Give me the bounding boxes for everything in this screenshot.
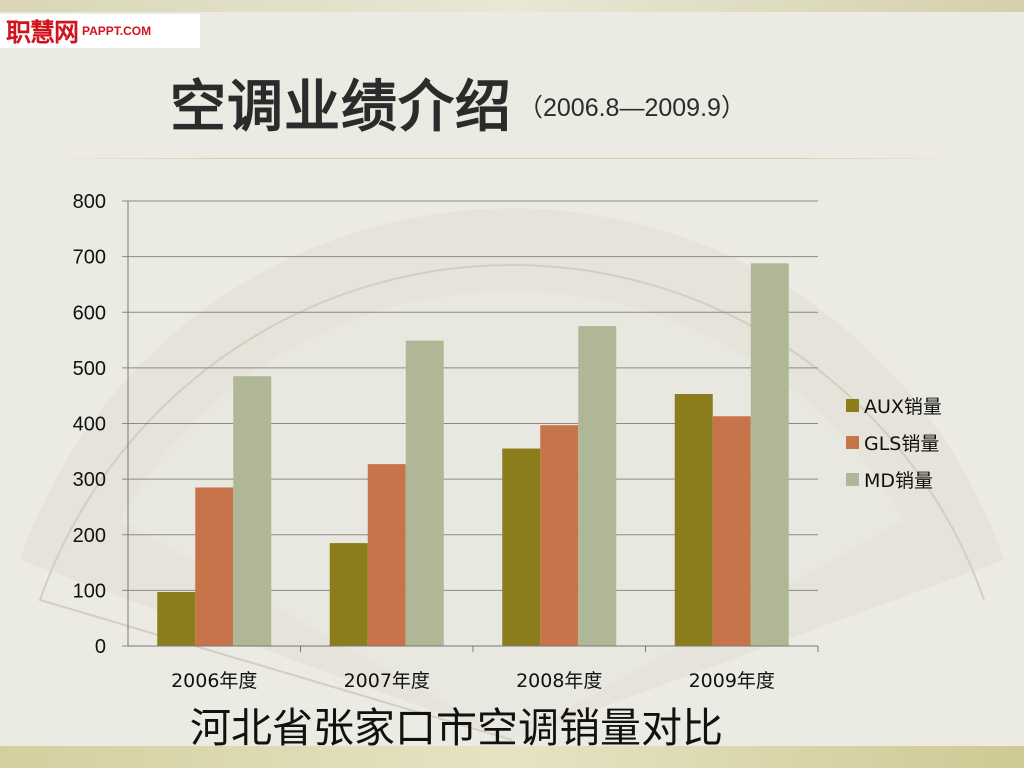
bar (750, 263, 789, 646)
y-tick-label: 200 (73, 525, 106, 547)
bar (540, 425, 579, 646)
logo-domain: PAPPT.COM (82, 24, 152, 38)
logo-text: 职慧网 (6, 18, 79, 47)
legend-swatch (846, 473, 859, 486)
legend-swatch (846, 399, 859, 412)
legend-label: AUX销量 (864, 396, 942, 418)
y-tick-label: 600 (73, 302, 106, 324)
top-band (0, 0, 1024, 12)
y-tick-label: 100 (73, 580, 106, 602)
logo: 职慧网 PAPPT.COM (0, 14, 200, 48)
page-title: 空调业绩介绍 （2006.8—2009.9） (170, 62, 746, 143)
legend-swatch (846, 436, 859, 449)
title-date-range: （2006.8—2009.9） (518, 94, 746, 122)
y-tick-label: 400 (73, 414, 106, 436)
x-tick-label: 2009年度 (689, 670, 775, 692)
x-tick-label: 2008年度 (516, 670, 602, 692)
chart-caption: 河北省张家口市空调销量对比 (190, 704, 723, 752)
legend-label: GLS销量 (864, 433, 939, 455)
legend-label: MD销量 (864, 470, 933, 492)
title-main: 空调业绩介绍 (170, 75, 512, 140)
y-tick-label: 300 (73, 469, 106, 491)
y-tick-label: 700 (73, 247, 106, 269)
bar (674, 394, 713, 646)
x-tick-label: 2006年度 (171, 670, 257, 692)
title-divider (40, 158, 970, 159)
x-tick-label: 2007年度 (344, 670, 430, 692)
bar (329, 543, 368, 646)
y-tick-label: 500 (73, 358, 106, 380)
bar (405, 340, 444, 646)
y-tick-label: 800 (73, 191, 106, 213)
bar (157, 592, 196, 646)
bar (502, 448, 541, 646)
bar (367, 464, 406, 646)
bottom-band (0, 746, 1024, 768)
bar (195, 487, 234, 646)
bar (578, 326, 617, 646)
y-tick-label: 0 (95, 636, 106, 658)
bar (712, 416, 751, 646)
bar (233, 376, 272, 646)
